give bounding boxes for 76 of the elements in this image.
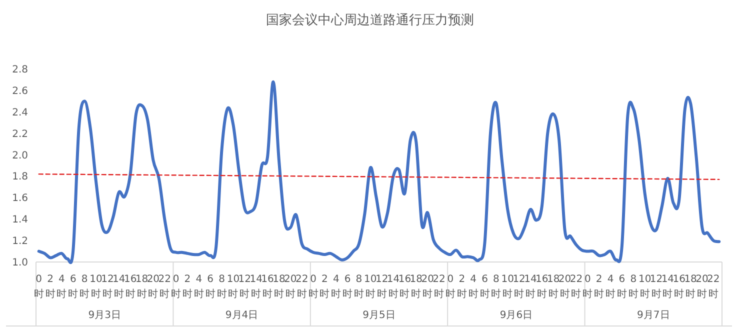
x-tick-label: 4时 <box>468 274 478 300</box>
x-tick-label: 22时 <box>295 274 308 300</box>
y-tick-label: 1.6 <box>12 193 28 204</box>
text: 9月4日 <box>225 310 258 321</box>
text: 9月7日 <box>637 310 670 321</box>
x-tick-label: 8时 <box>80 274 90 300</box>
y-tick-label: 1.2 <box>12 236 28 248</box>
text: 9月3日 <box>88 310 121 321</box>
x-tick-label: 0时 <box>308 274 318 300</box>
x-tick-label: 12时 <box>512 274 526 300</box>
x-tick-label: 18时 <box>546 274 560 300</box>
x-tick-label: 2时 <box>45 274 56 300</box>
x-tick-label: 20时 <box>284 274 297 300</box>
x-tick-label: 8时 <box>354 274 364 300</box>
x-tick-label: 18时 <box>272 274 286 300</box>
x-tick-label: 14时 <box>112 274 126 300</box>
x-tick-label: 16时 <box>261 274 274 300</box>
text: 9月5日 <box>362 310 396 321</box>
x-tick-label: 14时 <box>386 274 400 300</box>
x-tick-label: 0时 <box>171 274 182 300</box>
x-tick-label: 12时 <box>101 274 114 300</box>
x-tick-label: 10时 <box>364 274 377 300</box>
x-tick-label: 4时 <box>606 274 616 300</box>
x-tick-label: 16时 <box>672 274 686 300</box>
y-tick-label: 1.0 <box>12 258 28 268</box>
x-tick-label: 14时 <box>250 274 262 300</box>
x-tick-label: 18时 <box>684 274 697 300</box>
x-tick-label: 10时 <box>501 274 514 300</box>
x-tick-label: 22时 <box>570 274 583 300</box>
x-tick-label: 2时 <box>320 274 330 300</box>
x-tick-label: 16时 <box>124 274 137 300</box>
text: 9月6日 <box>500 310 533 321</box>
x-tick-label: 2时 <box>456 274 467 300</box>
x-tick-label: 8时 <box>491 274 502 300</box>
x-tick-label: 8时 <box>628 274 638 300</box>
y-tick-label: 1.8 <box>12 172 28 183</box>
x-tick-label: 22时 <box>158 274 171 300</box>
x-tick-label: 20时 <box>558 274 572 300</box>
y-tick-label: 2.2 <box>12 128 28 140</box>
x-tick-label: 18时 <box>135 274 148 300</box>
x-tick-label: 2时 <box>594 274 604 300</box>
x-tick-label: 0时 <box>582 274 593 300</box>
y-tick-label: 2.8 <box>12 64 28 76</box>
x-tick-label: 4时 <box>331 274 342 300</box>
x-tick-label: 14时 <box>524 274 537 300</box>
x-tick-label: 20时 <box>421 274 434 300</box>
x-tick-label: 10时 <box>638 274 652 300</box>
x-tick-label: 20时 <box>696 274 708 300</box>
x-tick-label: 2时 <box>182 274 192 300</box>
y-tick-label: 2.6 <box>12 86 28 97</box>
x-tick-label: 8时 <box>216 274 227 300</box>
x-tick-label: 6时 <box>480 274 490 300</box>
chart-title: 国家会议中心周边道路通行压力预测 <box>266 12 474 28</box>
x-tick-label: 10时 <box>226 274 240 300</box>
x-tick-label: 0时 <box>445 274 456 300</box>
y-tick-label: 2.4 <box>12 107 28 118</box>
x-tick-label: 4时 <box>194 274 204 300</box>
x-tick-label: 10时 <box>90 274 102 300</box>
x-tick-label: 12时 <box>375 274 388 300</box>
x-tick-label: 18时 <box>410 274 423 300</box>
x-tick-label: 22时 <box>432 274 446 300</box>
y-tick-label: 2.0 <box>12 150 28 162</box>
x-tick-label: 4时 <box>56 274 67 300</box>
x-tick-label: 16时 <box>536 274 548 300</box>
x-tick-label: 22时 <box>707 274 720 300</box>
x-tick-label: 20时 <box>146 274 160 300</box>
x-tick-label: 16时 <box>398 274 412 300</box>
x-tick-label: 14时 <box>661 274 674 300</box>
x-tick-label: 12时 <box>650 274 663 300</box>
x-tick-label: 6时 <box>616 274 627 300</box>
x-tick-label: 12时 <box>238 274 252 300</box>
x-tick-label: 0时 <box>34 274 44 300</box>
y-tick-label: 1.4 <box>12 214 28 226</box>
x-tick-label: 6时 <box>205 274 216 300</box>
x-tick-label: 6时 <box>342 274 353 300</box>
x-tick-label: 6时 <box>68 274 78 300</box>
